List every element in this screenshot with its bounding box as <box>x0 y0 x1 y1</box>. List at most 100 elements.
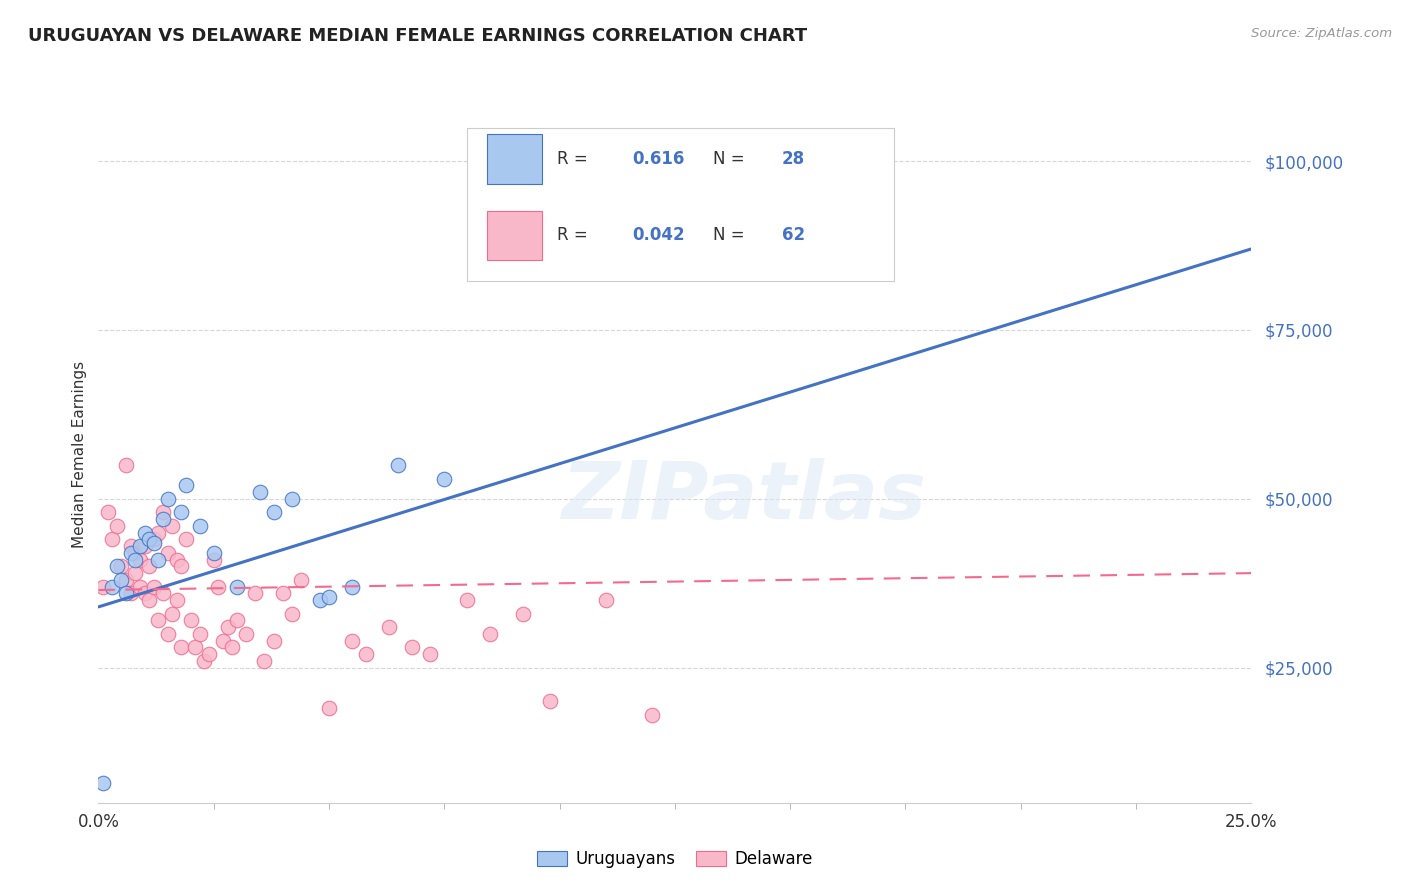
Point <box>217 620 239 634</box>
FancyBboxPatch shape <box>467 128 894 281</box>
Point <box>202 546 225 560</box>
Point <box>101 533 124 547</box>
Text: R =: R = <box>557 150 593 168</box>
Point <box>263 633 285 648</box>
Text: N =: N = <box>713 150 749 168</box>
Point <box>595 593 617 607</box>
Point <box>290 573 312 587</box>
Point <box>433 472 456 486</box>
Text: URUGUAYAN VS DELAWARE MEDIAN FEMALE EARNINGS CORRELATION CHART: URUGUAYAN VS DELAWARE MEDIAN FEMALE EARN… <box>28 27 807 45</box>
Point <box>138 533 160 547</box>
Point <box>686 168 709 182</box>
Point <box>110 559 132 574</box>
Text: N =: N = <box>713 227 749 244</box>
Point <box>212 633 235 648</box>
Point <box>110 573 132 587</box>
Point <box>166 552 188 566</box>
Point <box>188 627 211 641</box>
Point <box>142 535 165 549</box>
Point <box>160 607 183 621</box>
Point <box>318 590 340 604</box>
Point <box>221 640 243 655</box>
Point <box>142 580 165 594</box>
Text: 0.042: 0.042 <box>633 227 685 244</box>
Text: 0.616: 0.616 <box>633 150 685 168</box>
Point <box>142 533 165 547</box>
Point <box>156 546 179 560</box>
Legend: Uruguayans, Delaware: Uruguayans, Delaware <box>530 843 820 874</box>
Point <box>456 593 478 607</box>
Point <box>105 519 128 533</box>
Point <box>354 647 377 661</box>
Point <box>148 614 170 628</box>
Point <box>91 775 114 789</box>
Point <box>129 580 152 594</box>
Point <box>134 525 156 540</box>
Point <box>129 539 152 553</box>
Point <box>138 593 160 607</box>
Point <box>97 505 120 519</box>
Point <box>512 607 534 621</box>
Point <box>124 552 146 566</box>
Point <box>120 586 142 600</box>
Point <box>170 640 193 655</box>
Point <box>105 559 128 574</box>
Point <box>101 580 124 594</box>
Point <box>249 485 271 500</box>
Point <box>124 566 146 581</box>
Point <box>148 525 170 540</box>
Point <box>340 580 363 594</box>
Point <box>134 586 156 600</box>
Point <box>193 654 215 668</box>
Point <box>170 559 193 574</box>
Point <box>160 519 183 533</box>
Point <box>174 478 197 492</box>
Point <box>387 458 409 472</box>
Point <box>120 546 142 560</box>
Point <box>318 701 340 715</box>
Point <box>124 546 146 560</box>
Point <box>308 593 330 607</box>
Point <box>115 586 138 600</box>
Point <box>245 586 267 600</box>
Point <box>253 654 276 668</box>
Point <box>401 640 423 655</box>
Point <box>152 586 174 600</box>
Point <box>156 627 179 641</box>
Point <box>263 505 285 519</box>
Point <box>134 539 156 553</box>
Point <box>156 491 179 506</box>
Point <box>115 573 138 587</box>
Point <box>207 580 229 594</box>
Point <box>202 552 225 566</box>
Text: Source: ZipAtlas.com: Source: ZipAtlas.com <box>1251 27 1392 40</box>
FancyBboxPatch shape <box>486 211 543 260</box>
Point <box>378 620 401 634</box>
Point <box>281 491 304 506</box>
Text: ZIPatlas: ZIPatlas <box>561 458 927 536</box>
Point <box>91 580 114 594</box>
Point <box>538 694 561 708</box>
Point <box>138 559 160 574</box>
Point <box>281 607 304 621</box>
Point <box>479 627 502 641</box>
Point <box>166 593 188 607</box>
Point <box>170 505 193 519</box>
Text: 62: 62 <box>782 227 806 244</box>
Point <box>340 633 363 648</box>
Point <box>174 533 197 547</box>
Point <box>152 512 174 526</box>
Point <box>188 519 211 533</box>
Point <box>115 458 138 472</box>
Point <box>148 552 170 566</box>
Point <box>152 505 174 519</box>
Point <box>419 647 441 661</box>
Text: R =: R = <box>557 227 593 244</box>
FancyBboxPatch shape <box>486 135 543 184</box>
Point <box>225 614 247 628</box>
Point <box>235 627 257 641</box>
Point <box>271 586 294 600</box>
Point <box>129 552 152 566</box>
Point <box>184 640 207 655</box>
Point <box>180 614 202 628</box>
